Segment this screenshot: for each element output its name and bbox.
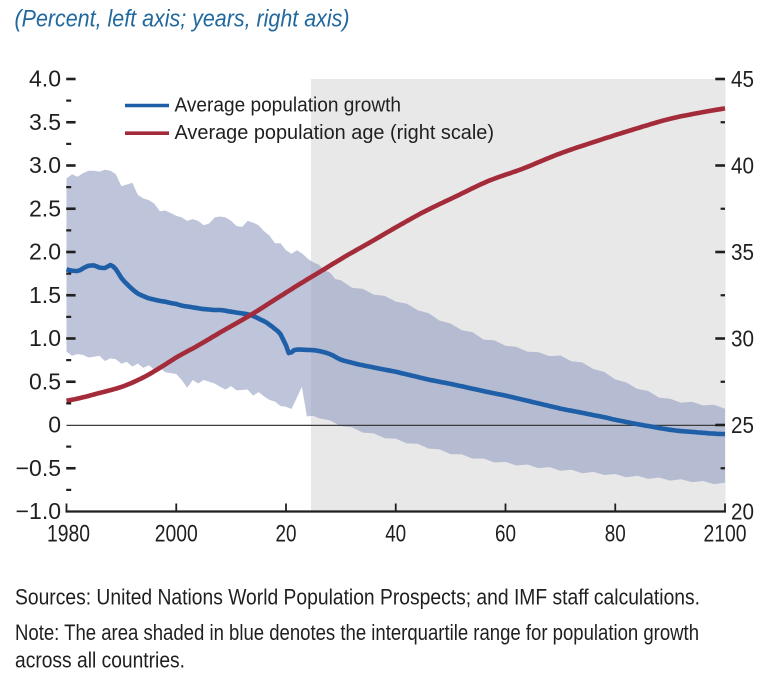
svg-text:4.0: 4.0 bbox=[29, 66, 61, 92]
svg-text:−1.0: −1.0 bbox=[16, 498, 61, 524]
svg-text:40: 40 bbox=[731, 152, 754, 178]
svg-text:0: 0 bbox=[48, 412, 61, 438]
svg-text:1.0: 1.0 bbox=[29, 325, 61, 351]
svg-text:Average population age (right: Average population age (right scale) bbox=[175, 122, 495, 144]
svg-text:60: 60 bbox=[495, 520, 516, 547]
svg-text:1.5: 1.5 bbox=[29, 282, 61, 308]
svg-text:2100: 2100 bbox=[704, 520, 747, 547]
svg-text:(Percent, left axis; years, ri: (Percent, left axis; years, right axis) bbox=[15, 5, 350, 32]
svg-text:−0.5: −0.5 bbox=[16, 455, 61, 481]
svg-text:35: 35 bbox=[731, 239, 754, 265]
svg-text:40: 40 bbox=[385, 520, 406, 547]
svg-text:20: 20 bbox=[731, 498, 754, 524]
svg-text:3.0: 3.0 bbox=[29, 152, 61, 178]
svg-text:3.5: 3.5 bbox=[29, 109, 61, 135]
svg-text:45: 45 bbox=[731, 66, 754, 92]
svg-text:0.5: 0.5 bbox=[29, 368, 61, 394]
svg-text:Note: The area shaded in blue: Note: The area shaded in blue denotes th… bbox=[15, 620, 699, 645]
svg-text:30: 30 bbox=[731, 325, 754, 351]
svg-text:Average population growth: Average population growth bbox=[175, 95, 402, 117]
svg-text:2.0: 2.0 bbox=[29, 239, 61, 265]
svg-text:80: 80 bbox=[605, 520, 626, 547]
svg-text:1980: 1980 bbox=[47, 520, 90, 547]
svg-text:25: 25 bbox=[731, 412, 754, 438]
svg-text:Sources: United Nations World: Sources: United Nations World Population… bbox=[15, 585, 700, 610]
svg-text:2000: 2000 bbox=[155, 520, 198, 547]
svg-text:20: 20 bbox=[276, 520, 297, 547]
svg-text:2.5: 2.5 bbox=[29, 195, 61, 221]
svg-text:across all countries.: across all countries. bbox=[15, 648, 185, 673]
